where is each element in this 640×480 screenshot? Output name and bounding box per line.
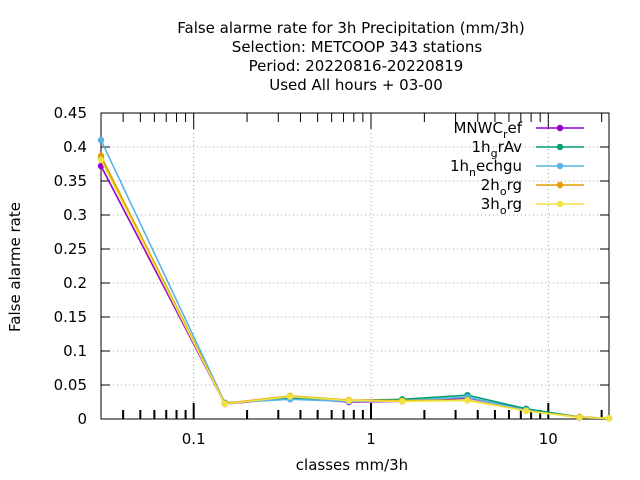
series-0 (97, 162, 613, 422)
legend-label-4: 3horg (481, 195, 522, 217)
series-4-point-6 (522, 407, 530, 415)
series-4-point-0 (97, 156, 105, 164)
y-tick-label-8: 0.4 (63, 138, 87, 156)
legend-entry-2: 1hnechgu (450, 157, 584, 179)
chart-title-line-1: False alarme rate for 3h Precipitation (… (177, 19, 525, 37)
series-4 (97, 156, 613, 422)
y-axis-label: False alarme rate (6, 202, 24, 332)
y-tick-label-0: 0 (77, 410, 87, 428)
series-4-point-1 (221, 400, 229, 408)
legend-entry-0: MNWCref (453, 119, 584, 141)
y-tick-label-6: 0.3 (63, 206, 87, 224)
series-4-point-4 (399, 398, 406, 405)
legend-entry-4: 3horg (481, 195, 584, 217)
y-tick-label-7: 0.35 (54, 172, 87, 190)
series-4-point-7 (576, 414, 583, 421)
legend-marker-1 (556, 143, 564, 151)
legend-label-3: 2horg (481, 176, 522, 198)
series-line-0 (100, 165, 610, 420)
x-minor-ticks (122, 113, 603, 419)
x-tick-label-1: 1 (366, 430, 376, 448)
legend-marker-2 (556, 162, 564, 170)
legend-marker-0 (556, 124, 564, 132)
series-line-4 (100, 159, 610, 420)
series-4-point-5 (464, 397, 471, 404)
legend-entry-1: 1hgrAv (472, 138, 584, 160)
y-tick-label-4: 0.2 (63, 274, 87, 292)
series-layer (97, 137, 613, 422)
y-tick-label-1: 0.05 (54, 376, 87, 394)
series-4-point-3 (345, 397, 353, 404)
legend-marker-3 (556, 181, 564, 189)
grid-lines (101, 113, 609, 419)
x-tick-label-0: 0.1 (182, 430, 206, 448)
y-tick-label-2: 0.1 (63, 342, 87, 360)
x-axis-ticks: 0.1 1 10 (182, 430, 558, 448)
x-tick-label-2: 10 (539, 430, 558, 448)
x-axis-label: classes mm/3h (296, 456, 408, 474)
chart-title-line-2: Selection: METCOOP 343 stations (232, 38, 483, 56)
series-4-point-8 (605, 415, 613, 422)
series-line-3 (100, 155, 610, 420)
series-2-point-0 (97, 137, 105, 144)
y-tick-label-3: 0.15 (54, 308, 87, 326)
y-tick-label-5: 0.25 (54, 240, 87, 258)
legend-label-0: MNWCref (453, 119, 522, 141)
chart-title: False alarme rate for 3h Precipitation (… (177, 19, 525, 94)
plot-frame (100, 112, 610, 420)
chart-title-line-3: Period: 20220816-20220819 (249, 57, 464, 75)
series-1 (97, 155, 613, 422)
series-3 (97, 152, 613, 422)
series-2 (97, 137, 613, 422)
legend-marker-4 (556, 200, 564, 208)
series-line-2 (100, 139, 610, 420)
legend-label-2: 1hnechgu (450, 157, 522, 179)
y-tick-label-9: 0.45 (54, 104, 87, 122)
y-axis-ticks: 0 0.05 0.1 0.15 0.2 0.25 0.3 0.35 0.4 0.45 (54, 104, 609, 428)
chart-title-line-4: Used All hours + 03-00 (269, 76, 443, 94)
series-line-1 (100, 158, 610, 420)
legend-entry-3: 2horg (481, 176, 584, 198)
series-4-point-2 (286, 393, 294, 400)
legend-label-1: 1hgrAv (472, 138, 523, 160)
